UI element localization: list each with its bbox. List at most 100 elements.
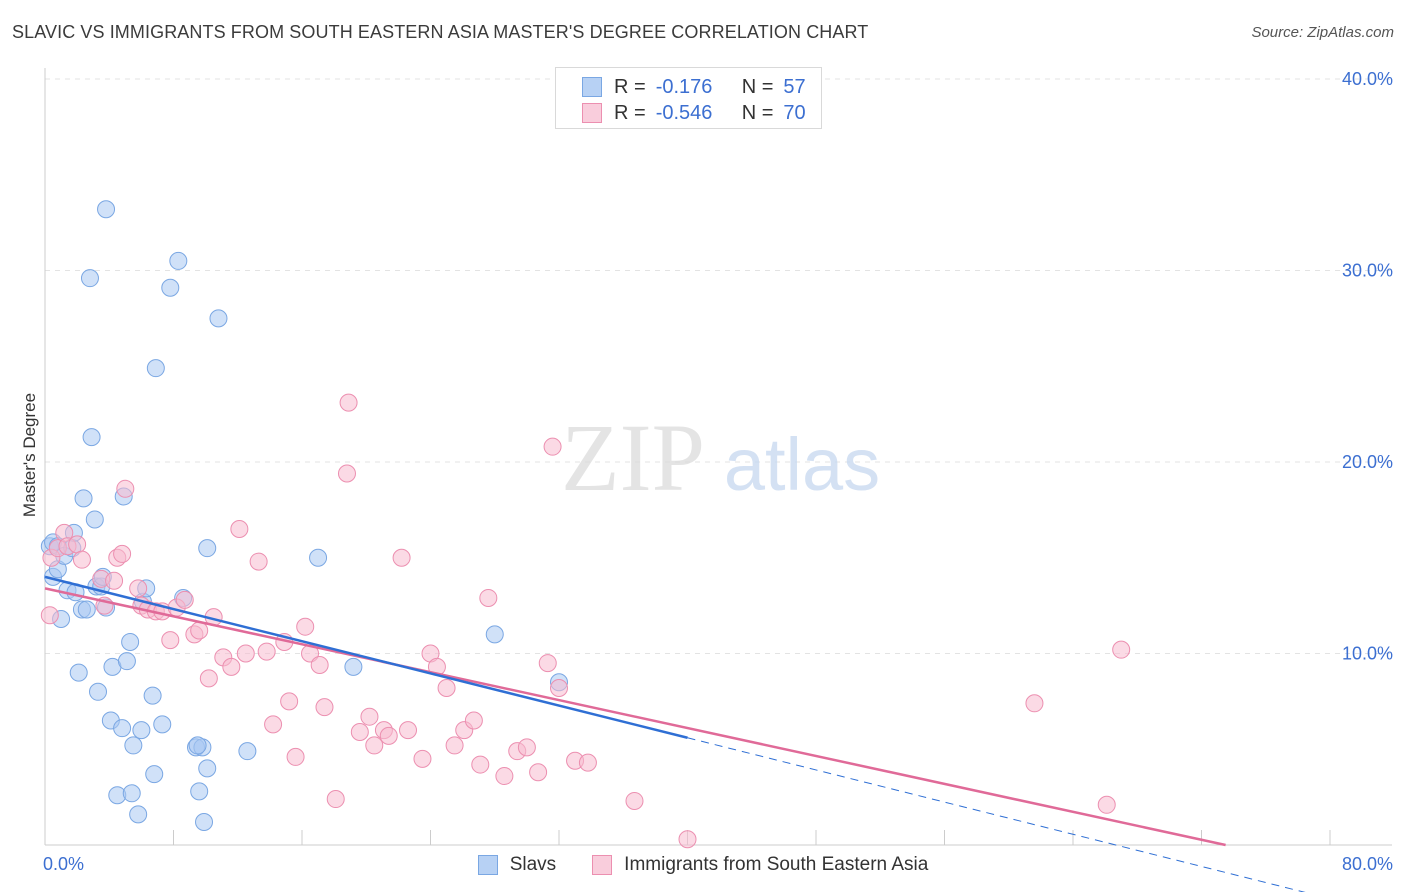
data-point-immigrants xyxy=(445,736,464,755)
x-tick-label: 0.0% xyxy=(43,854,84,874)
data-point-immigrants xyxy=(68,535,87,554)
data-point-slavs xyxy=(188,736,207,755)
data-point-immigrants xyxy=(249,552,268,571)
data-point-immigrants xyxy=(578,753,597,772)
data-point-immigrants xyxy=(161,631,180,650)
data-point-immigrants xyxy=(350,723,369,742)
swatch-pink xyxy=(582,103,602,123)
y-tick-label: 30.0% xyxy=(1342,261,1393,281)
x-tick-label: 80.0% xyxy=(1342,854,1393,874)
data-point-immigrants xyxy=(339,393,358,412)
data-point-immigrants xyxy=(199,669,218,688)
data-point-immigrants xyxy=(379,726,398,745)
n-label: N = xyxy=(741,75,774,98)
data-point-slavs xyxy=(344,657,363,676)
data-point-slavs xyxy=(169,251,188,270)
data-point-immigrants xyxy=(360,707,379,726)
r-value: -0.176 xyxy=(655,75,713,98)
data-point-immigrants xyxy=(116,479,135,498)
data-point-slavs xyxy=(124,736,143,755)
trend-line-slavs-extension xyxy=(687,737,1306,892)
data-point-immigrants xyxy=(625,791,644,810)
legend-label-immigrants: Immigrants from South Eastern Asia xyxy=(624,854,929,875)
data-point-slavs xyxy=(190,782,209,801)
legend-item-slavs: Slavs xyxy=(477,854,557,876)
trend-line-immigrants xyxy=(44,587,1226,847)
data-point-immigrants xyxy=(190,621,209,640)
data-point-slavs xyxy=(122,784,141,803)
data-point-immigrants xyxy=(529,763,548,782)
source-label: Source: ZipAtlas.com xyxy=(1251,24,1394,41)
data-point-slavs xyxy=(153,715,172,734)
data-point-slavs xyxy=(85,510,104,529)
data-point-slavs xyxy=(309,548,328,567)
data-point-slavs xyxy=(89,682,108,701)
watermark: ZIP atlas xyxy=(561,404,880,511)
data-point-immigrants xyxy=(296,617,315,636)
data-point-immigrants xyxy=(479,588,498,607)
swatch-blue xyxy=(477,855,498,875)
y-axis-label: Master's Degree xyxy=(20,392,39,518)
legend-row-immigrants: R = -0.546 N = 70 xyxy=(582,100,806,126)
legend-label-slavs: Slavs xyxy=(509,854,557,875)
data-point-immigrants xyxy=(113,544,132,563)
data-point-immigrants xyxy=(437,678,456,697)
data-point-slavs xyxy=(143,686,162,705)
data-point-immigrants xyxy=(550,678,568,697)
data-point-immigrants xyxy=(365,736,384,755)
data-point-immigrants xyxy=(538,654,557,673)
data-point-slavs xyxy=(113,719,132,738)
data-point-immigrants xyxy=(236,644,255,663)
r-label: R = xyxy=(614,75,646,98)
data-point-slavs xyxy=(145,765,164,784)
data-point-slavs xyxy=(198,539,217,558)
data-point-slavs xyxy=(146,359,165,378)
swatch-pink xyxy=(592,855,613,875)
data-point-immigrants xyxy=(392,548,411,567)
data-point-immigrants xyxy=(129,579,148,598)
data-point-immigrants xyxy=(72,550,91,569)
data-point-immigrants xyxy=(315,698,334,717)
data-point-immigrants xyxy=(264,715,283,734)
series-legend: Slavs Immigrants from South Eastern Asia xyxy=(0,852,1406,878)
watermark-atlas: atlas xyxy=(724,423,880,506)
data-point-immigrants xyxy=(1112,640,1131,659)
data-point-immigrants xyxy=(1025,694,1044,713)
data-point-slavs xyxy=(121,633,140,652)
data-point-immigrants xyxy=(413,749,432,768)
data-point-slavs xyxy=(132,721,151,740)
legend-item-immigrants: Immigrants from South Eastern Asia xyxy=(592,854,928,876)
data-point-immigrants xyxy=(1097,795,1116,814)
data-point-immigrants xyxy=(222,657,241,676)
axes xyxy=(44,68,1392,846)
data-point-slavs xyxy=(77,600,96,619)
data-point-slavs xyxy=(82,428,101,447)
series-slavs-points xyxy=(40,200,568,832)
data-point-slavs xyxy=(129,805,148,824)
series-immigrants-points xyxy=(40,393,1131,849)
watermark-zip: ZIP xyxy=(561,404,705,511)
data-point-immigrants xyxy=(230,520,249,539)
data-point-immigrants xyxy=(399,721,418,740)
stats-legend: R = -0.176 N = 57 R = -0.546 N = 70 xyxy=(555,67,822,129)
data-point-slavs xyxy=(198,759,217,778)
data-point-immigrants xyxy=(471,755,490,774)
data-point-immigrants xyxy=(337,464,356,483)
data-point-slavs xyxy=(195,813,214,832)
data-point-slavs xyxy=(117,652,136,671)
n-label: N = xyxy=(741,101,774,124)
data-point-immigrants xyxy=(280,692,299,711)
data-point-immigrants xyxy=(678,830,697,849)
chart-title: SLAVIC VS IMMIGRANTS FROM SOUTH EASTERN … xyxy=(12,22,869,42)
data-point-immigrants xyxy=(40,606,59,625)
data-point-immigrants xyxy=(286,747,305,766)
grid-lines xyxy=(45,78,1392,654)
n-value: 57 xyxy=(783,75,806,98)
data-point-slavs xyxy=(97,200,116,219)
data-point-immigrants xyxy=(543,437,562,456)
n-value: 70 xyxy=(783,101,806,124)
data-point-immigrants xyxy=(517,738,536,757)
data-point-slavs xyxy=(74,489,93,508)
data-point-slavs xyxy=(69,663,88,682)
